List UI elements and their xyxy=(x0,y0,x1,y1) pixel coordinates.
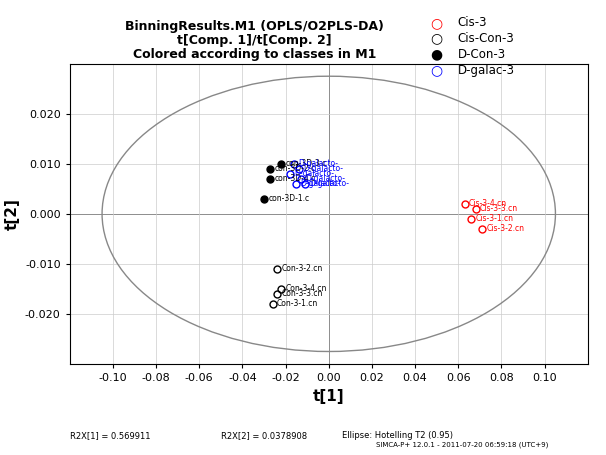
Text: Con-3-4.cn: Con-3-4.cn xyxy=(285,284,327,293)
Text: D-Con-3: D-Con-3 xyxy=(458,48,505,61)
Text: D-galacto-: D-galacto- xyxy=(294,169,335,178)
Text: ○: ○ xyxy=(430,64,442,77)
X-axis label: t[1]: t[1] xyxy=(313,389,345,404)
Text: Cis-3-1.cn: Cis-3-1.cn xyxy=(476,214,513,223)
Text: ○: ○ xyxy=(430,16,442,30)
Text: Colored according to classes in M1: Colored according to classes in M1 xyxy=(133,48,376,61)
Text: Cis-Con-3: Cis-Con-3 xyxy=(458,32,514,45)
Text: BinningResults.M1 (OPLS/O2PLS-DA): BinningResults.M1 (OPLS/O2PLS-DA) xyxy=(125,20,384,34)
Text: con-3D-2.c: con-3D-2.c xyxy=(275,164,316,173)
Text: R2X[1] = 0.569911: R2X[1] = 0.569911 xyxy=(70,431,150,440)
Y-axis label: t[2]: t[2] xyxy=(4,198,19,230)
Text: con-3D-4.c: con-3D-4.c xyxy=(275,174,316,183)
Text: D-galacto-: D-galacto- xyxy=(299,159,339,168)
Text: Cis-3-3.cn: Cis-3-3.cn xyxy=(480,204,518,213)
Text: R2X[2] = 0.0378908: R2X[2] = 0.0378908 xyxy=(221,431,307,440)
Text: Cis-3-4.cn: Cis-3-4.cn xyxy=(469,199,507,208)
Text: D-galacto-: D-galacto- xyxy=(305,174,345,183)
Text: ●: ● xyxy=(430,48,442,61)
Text: ○: ○ xyxy=(430,32,442,46)
Text: t[Comp. 1]/t[Comp. 2]: t[Comp. 1]/t[Comp. 2] xyxy=(177,34,332,47)
Text: Con-3-3.cn: Con-3-3.cn xyxy=(281,289,322,298)
Text: con-3D-3.c: con-3D-3.c xyxy=(285,159,327,168)
Text: Ellipse: Hotelling T2 (0.95): Ellipse: Hotelling T2 (0.95) xyxy=(342,431,453,440)
Text: Cis-3-2.cn: Cis-3-2.cn xyxy=(487,224,524,233)
Text: con-3D-1.c: con-3D-1.c xyxy=(268,194,310,203)
Text: Con-3-2.cn: Con-3-2.cn xyxy=(281,264,322,273)
Text: Con-3-1.cn: Con-3-1.cn xyxy=(277,299,318,308)
Text: D-galac-3: D-galac-3 xyxy=(458,64,514,77)
Text: Cis-3: Cis-3 xyxy=(458,16,487,29)
Text: D-galacto-: D-galacto- xyxy=(303,164,343,173)
Text: D-galacto-: D-galacto- xyxy=(301,179,341,188)
Text: SIMCA-P+ 12.0.1 - 2011-07-20 06:59:18 (UTC+9): SIMCA-P+ 12.0.1 - 2011-07-20 06:59:18 (U… xyxy=(376,442,548,448)
Text: D-galacto-: D-galacto- xyxy=(309,179,349,188)
